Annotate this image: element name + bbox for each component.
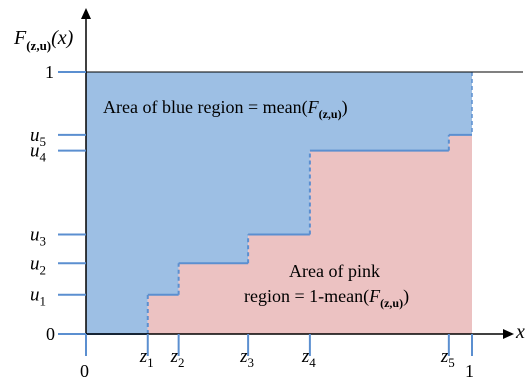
y-axis-arrowhead bbox=[81, 8, 91, 19]
y-tick-label-u1: u1 bbox=[30, 285, 46, 309]
y-tick-label-u3: u3 bbox=[30, 224, 46, 248]
pink-region-label-line2: region = 1-mean(F(z,u)) bbox=[244, 286, 409, 310]
y-tick-label-u4: u4 bbox=[30, 141, 47, 165]
x-tick-label-z4: z4 bbox=[301, 346, 316, 370]
x-axis-arrowhead bbox=[503, 329, 514, 339]
x-tick-label-one: 1 bbox=[465, 361, 474, 381]
blue-region-label: Area of blue region = mean(F(z,u)) bbox=[103, 97, 348, 121]
pink-region-label-line1: Area of pink bbox=[289, 261, 380, 281]
y-axis-title: F(z,u)(x) bbox=[13, 27, 74, 53]
y-tick-label-one: 1 bbox=[45, 62, 54, 82]
x-tick-label-z1: z1 bbox=[139, 346, 154, 370]
blue-region bbox=[86, 72, 472, 334]
x-tick-label-z3: z3 bbox=[239, 346, 254, 370]
x-tick-label-z5: z5 bbox=[440, 346, 455, 370]
y-tick-label-zero: 0 bbox=[46, 324, 55, 344]
x-ticks: z1 z2 z3 z4 z5 bbox=[85, 334, 473, 370]
y-tick-label-u5: u5 bbox=[30, 125, 46, 149]
x-tick-label-z2: z2 bbox=[170, 346, 185, 370]
y-tick-label-u2: u2 bbox=[30, 253, 46, 277]
x-tick-label-zero: 0 bbox=[80, 361, 89, 381]
x-axis-title: x bbox=[515, 321, 525, 343]
